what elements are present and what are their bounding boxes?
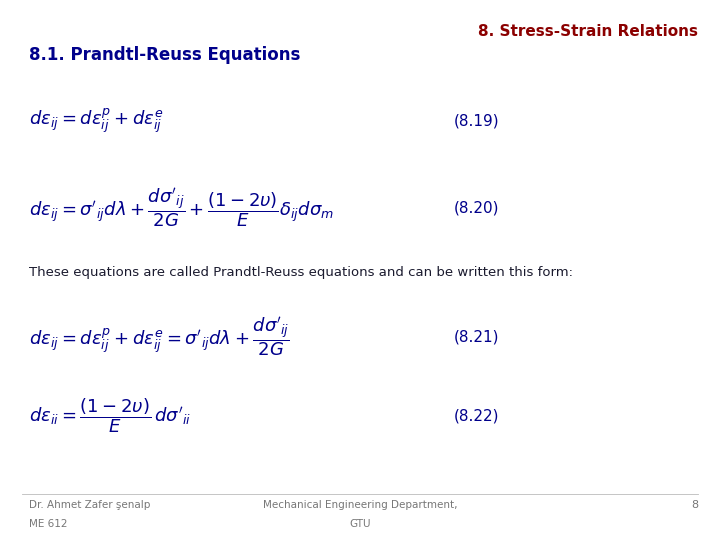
Text: $d\varepsilon_{ij} = d\varepsilon^p_{ij} + d\varepsilon^e_{ij}$: $d\varepsilon_{ij} = d\varepsilon^p_{ij}… [29,107,163,136]
Text: Dr. Ahmet Zafer şenalp: Dr. Ahmet Zafer şenalp [29,500,150,510]
Text: 8. Stress-Strain Relations: 8. Stress-Strain Relations [478,24,698,39]
Text: ME 612: ME 612 [29,519,67,530]
Text: $d\varepsilon_{ij} = \sigma'_{ij}d\lambda + \dfrac{d\sigma'_{ij}}{2G} + \dfrac{(: $d\varepsilon_{ij} = \sigma'_{ij}d\lambd… [29,186,334,230]
Text: 8: 8 [691,500,698,510]
Text: (8.22): (8.22) [454,408,499,423]
Text: These equations are called Prandtl-Reuss equations and can be written this form:: These equations are called Prandtl-Reuss… [29,266,573,279]
Text: (8.21): (8.21) [454,330,499,345]
Text: (8.19): (8.19) [454,114,499,129]
Text: GTU: GTU [349,519,371,530]
Text: $d\varepsilon_{ii} = \dfrac{(1-2\upsilon)}{E}\,d\sigma'_{ii}$: $d\varepsilon_{ii} = \dfrac{(1-2\upsilon… [29,396,191,435]
Text: (8.20): (8.20) [454,200,499,215]
Text: Mechanical Engineering Department,: Mechanical Engineering Department, [263,500,457,510]
Text: 8.1. Prandtl-Reuss Equations: 8.1. Prandtl-Reuss Equations [29,46,300,64]
Text: $d\varepsilon_{ij} = d\varepsilon^p_{ij} + d\varepsilon^e_{ij} = \sigma'_{ij}d\l: $d\varepsilon_{ij} = d\varepsilon^p_{ij}… [29,316,289,359]
